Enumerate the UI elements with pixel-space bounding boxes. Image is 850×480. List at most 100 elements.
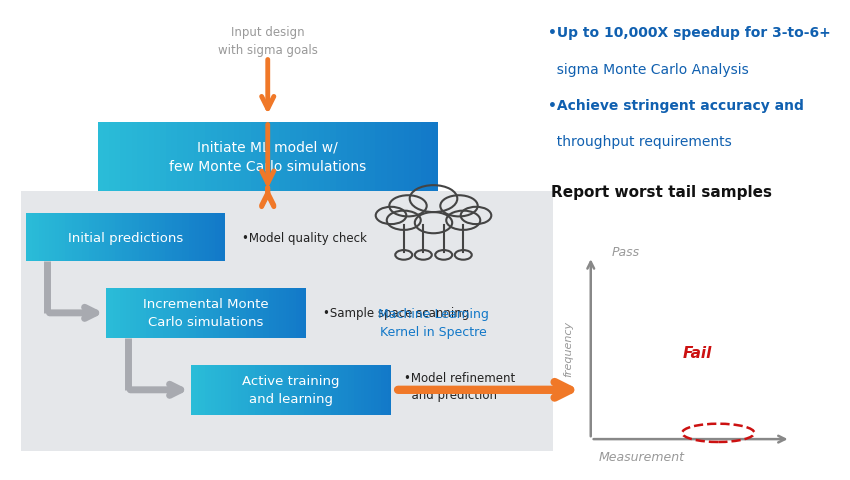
Bar <box>302 122 308 192</box>
Bar <box>146 288 150 338</box>
Bar <box>206 288 209 338</box>
Bar <box>235 365 238 415</box>
Bar <box>331 365 334 415</box>
Bar <box>314 365 318 415</box>
Text: Initial predictions: Initial predictions <box>68 231 183 244</box>
Bar <box>218 214 222 262</box>
Bar <box>393 122 398 192</box>
Bar <box>62 214 65 262</box>
Bar <box>299 288 303 338</box>
Bar <box>240 122 245 192</box>
Bar <box>139 214 142 262</box>
Bar <box>216 288 219 338</box>
Bar <box>221 365 224 415</box>
Bar <box>303 288 306 338</box>
Bar <box>377 365 381 415</box>
Bar <box>76 214 79 262</box>
Bar <box>308 122 313 192</box>
Bar <box>199 214 202 262</box>
Bar <box>254 365 258 415</box>
Text: Pass: Pass <box>612 245 640 259</box>
Bar <box>98 122 104 192</box>
Bar <box>208 214 212 262</box>
Bar <box>112 214 116 262</box>
Bar <box>175 214 178 262</box>
Bar <box>238 365 241 415</box>
Bar <box>88 214 92 262</box>
Bar <box>189 214 192 262</box>
Bar <box>156 288 160 338</box>
Bar <box>39 214 43 262</box>
Bar <box>115 122 121 192</box>
Bar <box>296 288 299 338</box>
Bar <box>173 288 176 338</box>
Bar <box>21 192 552 451</box>
Text: sigma Monte Carlo Analysis: sigma Monte Carlo Analysis <box>548 62 749 76</box>
Bar <box>358 365 361 415</box>
Bar <box>308 365 311 415</box>
Bar <box>344 365 348 415</box>
Bar <box>99 214 102 262</box>
Bar <box>126 214 128 262</box>
Bar <box>185 214 189 262</box>
Bar <box>200 288 203 338</box>
Bar <box>381 365 384 415</box>
Text: •Up to 10,000X speedup for 3-to-6+: •Up to 10,000X speedup for 3-to-6+ <box>548 26 831 40</box>
Bar <box>202 214 206 262</box>
Bar <box>139 288 143 338</box>
Bar <box>145 214 149 262</box>
Bar <box>257 122 262 192</box>
Bar <box>194 122 200 192</box>
Bar <box>196 214 199 262</box>
Bar <box>193 288 196 338</box>
Bar <box>415 122 421 192</box>
Text: Active training
and learning: Active training and learning <box>242 374 340 406</box>
Bar <box>301 365 304 415</box>
Bar <box>381 122 387 192</box>
Bar <box>113 288 116 338</box>
Bar <box>200 122 206 192</box>
Bar <box>26 214 29 262</box>
Bar <box>364 122 370 192</box>
Bar <box>102 214 105 262</box>
Bar <box>404 122 410 192</box>
Bar <box>353 122 359 192</box>
Bar <box>116 214 119 262</box>
Bar <box>209 288 212 338</box>
Text: throughput requirements: throughput requirements <box>548 134 732 148</box>
Bar <box>120 288 123 338</box>
Bar <box>222 214 225 262</box>
Bar <box>245 365 248 415</box>
Bar <box>236 288 240 338</box>
Bar <box>106 288 110 338</box>
Bar <box>59 214 62 262</box>
Bar <box>214 365 218 415</box>
Bar <box>228 365 231 415</box>
Bar <box>132 214 135 262</box>
Bar <box>370 122 376 192</box>
Bar <box>211 122 217 192</box>
Bar <box>82 214 85 262</box>
Text: Incremental Monte
Carlo simulations: Incremental Monte Carlo simulations <box>144 298 269 329</box>
Bar <box>172 214 175 262</box>
Bar <box>234 122 240 192</box>
Bar <box>219 288 223 338</box>
Bar <box>330 122 336 192</box>
Bar <box>159 214 162 262</box>
Bar <box>281 365 285 415</box>
Bar <box>233 288 236 338</box>
Bar <box>347 122 353 192</box>
Bar <box>109 214 112 262</box>
Bar <box>334 365 337 415</box>
Bar <box>123 288 127 338</box>
Bar <box>294 365 297 415</box>
Bar <box>211 365 214 415</box>
Bar <box>192 214 196 262</box>
Bar <box>374 365 377 415</box>
Bar <box>85 214 88 262</box>
Bar <box>122 214 126 262</box>
Bar <box>212 288 216 338</box>
Text: frequency: frequency <box>563 320 573 376</box>
Bar <box>52 214 55 262</box>
Bar <box>241 365 245 415</box>
